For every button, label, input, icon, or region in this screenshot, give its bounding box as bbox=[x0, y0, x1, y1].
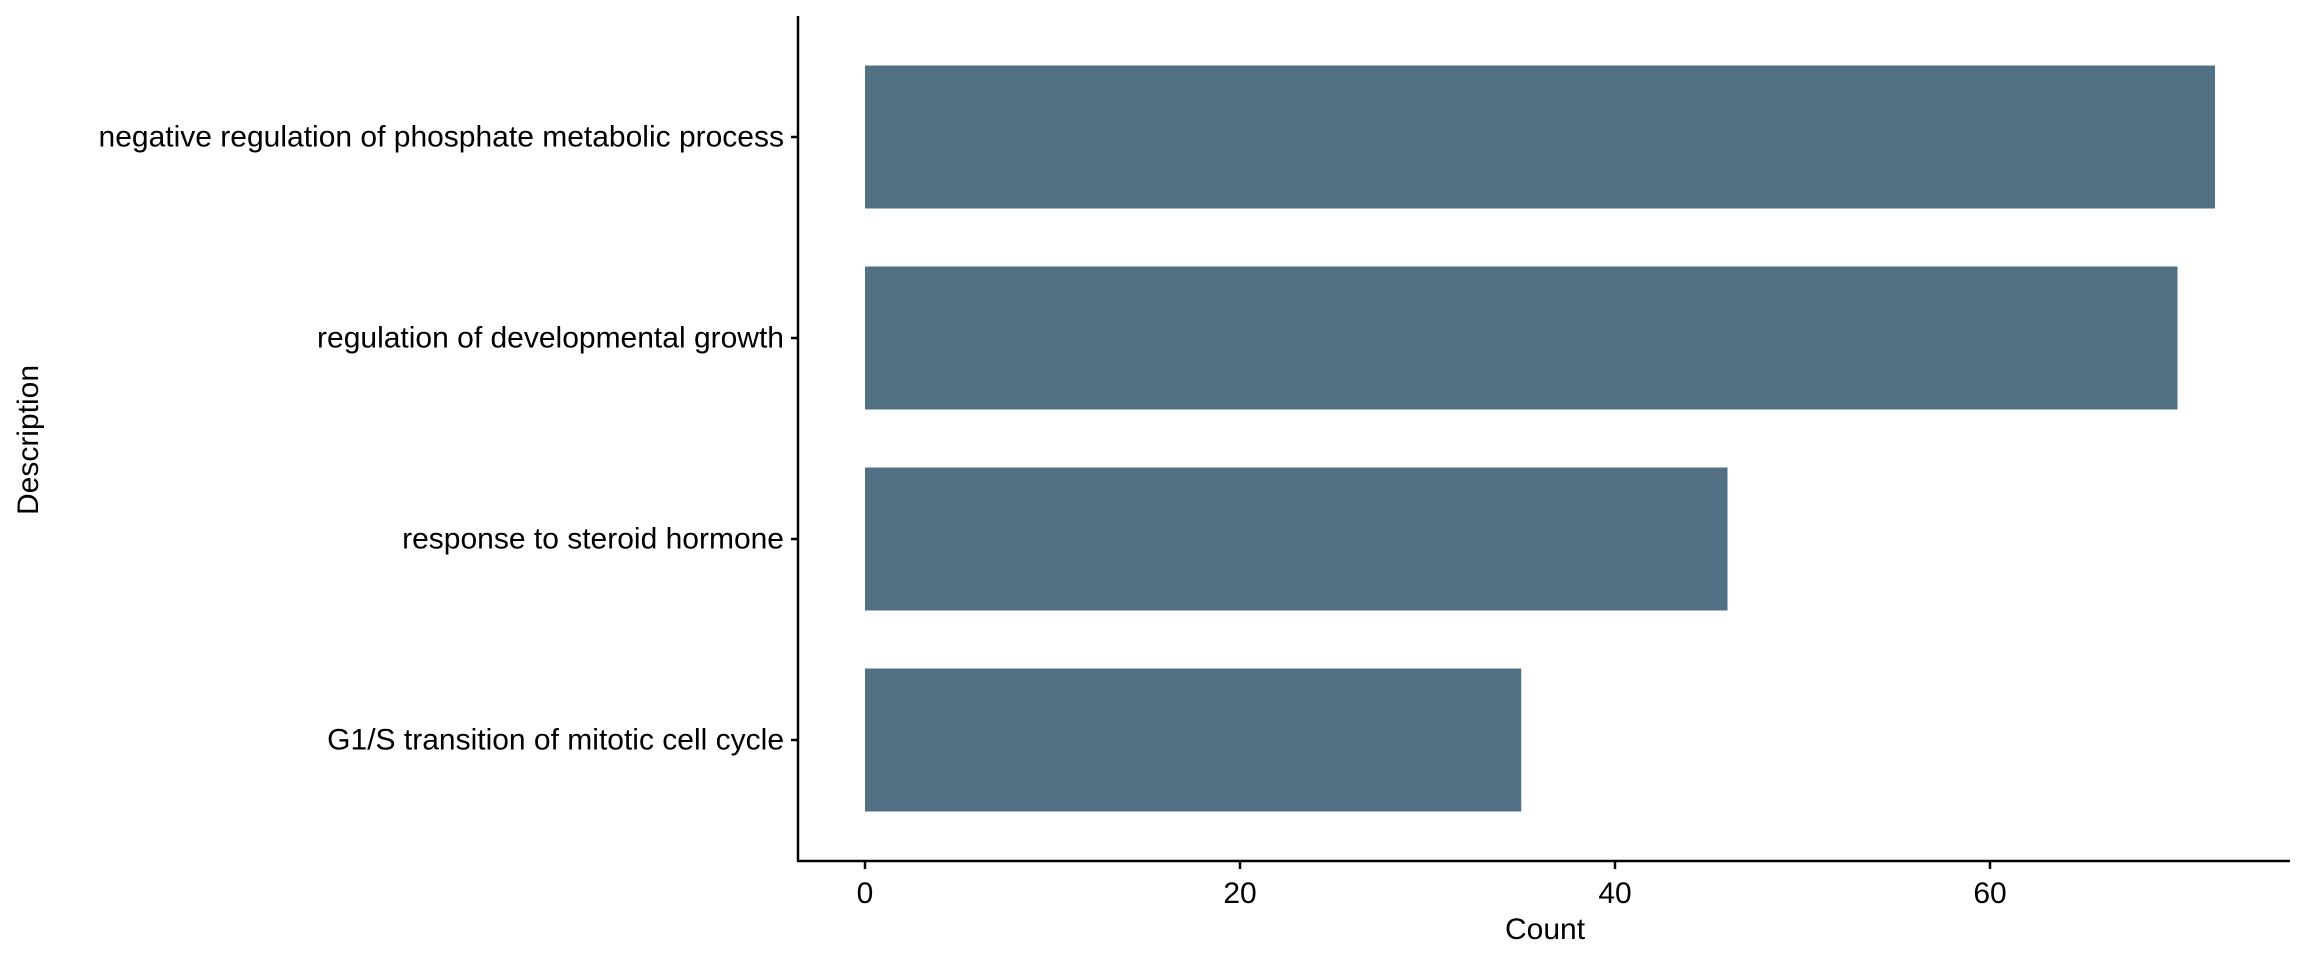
bar-4 bbox=[865, 668, 1522, 812]
x-tick-label: 60 bbox=[1973, 877, 2006, 910]
y-tick-label: regulation of developmental growth bbox=[317, 322, 784, 355]
x-tick-label: 20 bbox=[1223, 877, 1256, 910]
x-tick-label: 40 bbox=[1598, 877, 1631, 910]
y-axis: negative regulation of phosphate metabol… bbox=[99, 16, 800, 862]
y-tick-label: G1/S transition of mitotic cell cycle bbox=[327, 724, 784, 757]
bar-1 bbox=[865, 65, 2215, 209]
x-axis: 0 20 40 60 bbox=[797, 859, 2290, 910]
x-axis-title: Count bbox=[1505, 913, 1586, 946]
x-tick-label: 0 bbox=[857, 877, 874, 910]
y-tick-label: response to steroid hormone bbox=[402, 523, 784, 556]
bars-layer bbox=[865, 65, 2215, 812]
bar-3 bbox=[865, 467, 1728, 611]
y-axis-title: Description bbox=[12, 365, 45, 515]
bar-2 bbox=[865, 266, 2178, 410]
y-tick-label: negative regulation of phosphate metabol… bbox=[99, 121, 784, 154]
